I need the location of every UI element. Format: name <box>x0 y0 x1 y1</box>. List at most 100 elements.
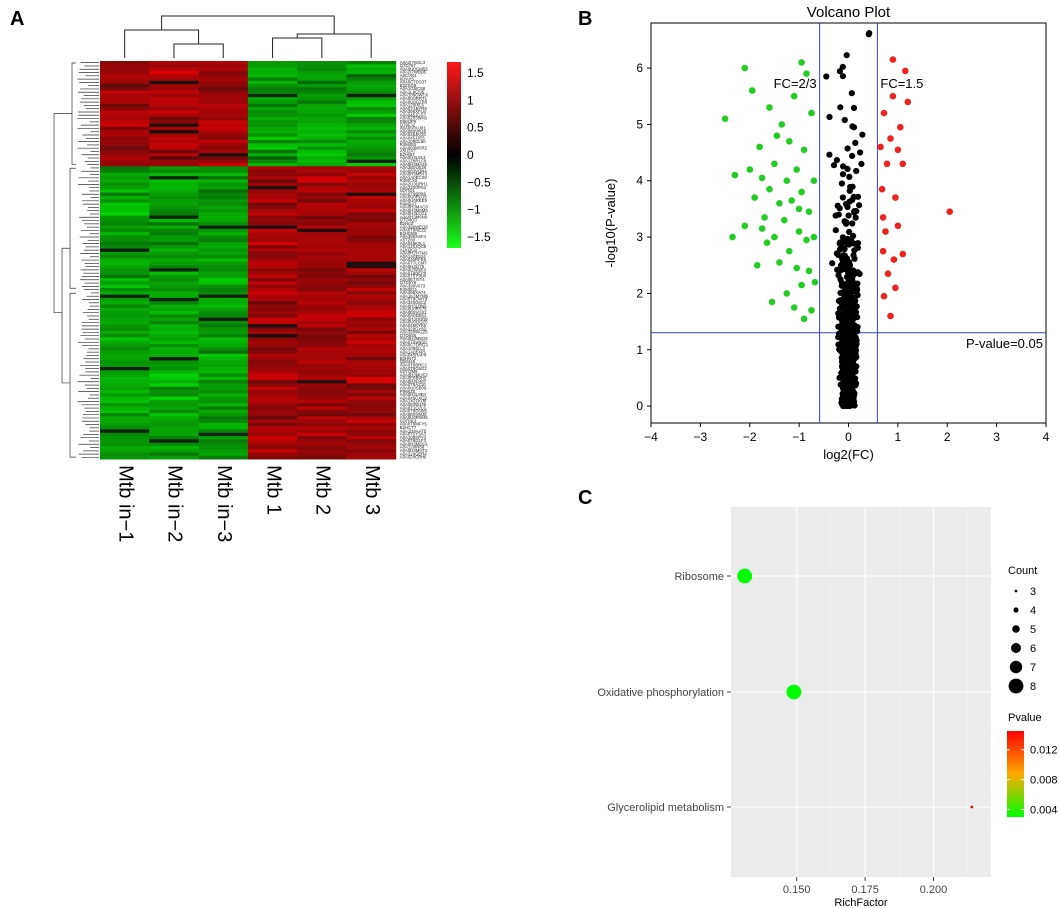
heatmap-cell <box>198 274 249 279</box>
heatmap-cell <box>149 304 199 309</box>
heatmap-cell <box>247 123 298 128</box>
heatmap-cell <box>247 268 298 272</box>
volcano-point-down <box>803 236 810 244</box>
heatmap-cell <box>100 353 150 358</box>
heatmap-cell <box>198 452 249 457</box>
heatmap-cell <box>149 149 199 154</box>
heatmap-cell <box>247 347 298 351</box>
heatmap-cell <box>297 143 347 147</box>
heatmap-cell <box>346 360 397 365</box>
heatmap-cell <box>297 442 347 447</box>
volcano-point-up <box>879 214 887 221</box>
heatmap-cell <box>149 271 199 276</box>
heatmap-cell <box>297 337 347 342</box>
heatmap-cell <box>149 143 199 147</box>
heatmap-cell <box>346 264 397 269</box>
heatmap-cell <box>297 340 347 345</box>
heatmap-cell <box>100 215 150 220</box>
heatmap-cell <box>346 284 397 289</box>
heatmap-cell <box>100 248 150 253</box>
heatmap-cell <box>297 288 347 292</box>
heatmap-cell <box>247 120 298 124</box>
column-dendrogram-branch <box>272 37 323 58</box>
heatmap-cell <box>247 422 298 427</box>
heatmap-row-label: A0A396XA74 <box>400 290 426 295</box>
heatmap-cell <box>198 432 249 437</box>
volcano-point-ns <box>842 372 849 379</box>
heatmap-cell <box>346 235 397 240</box>
heatmap-cell <box>149 353 199 358</box>
heatmap-cell <box>100 393 150 397</box>
heatmap-cell <box>346 228 397 233</box>
heatmap-cell <box>100 61 150 65</box>
volcano-point-ns <box>838 242 845 249</box>
heatmap-cell <box>198 347 249 351</box>
heatmap-cell <box>297 172 347 177</box>
heatmap-cell <box>149 245 199 249</box>
heatmap-cell <box>297 304 347 309</box>
heatmap-cell <box>100 235 150 240</box>
heatmap-cell <box>100 399 150 404</box>
volcano-point-up <box>889 56 897 63</box>
heatmap-cell <box>346 445 397 450</box>
heatmap-cell <box>247 330 298 335</box>
heatmap-row-label: A0A045HAP4 <box>400 353 427 358</box>
heatmap-cell <box>100 182 150 187</box>
heatmap-row-label: A0A0T9VNS0 <box>400 339 427 344</box>
enrichment-point <box>737 568 753 584</box>
heatmap-cell <box>198 301 249 305</box>
volcano-point-up <box>883 160 891 168</box>
heatmap-cell <box>100 255 150 259</box>
heatmap-cell <box>346 274 397 279</box>
volcano-point-up <box>899 160 907 168</box>
volcano-point-up <box>884 270 892 278</box>
row-dendrogram-branch <box>71 62 76 165</box>
heatmap-cell <box>297 416 347 421</box>
heatmap-cell <box>198 245 249 249</box>
heatmap-cell <box>198 445 249 450</box>
volcano-point-ns <box>847 392 854 399</box>
heatmap-cell <box>149 87 199 92</box>
heatmap-cell <box>100 426 150 430</box>
heatmap-cell <box>149 334 199 338</box>
heatmap-cell <box>346 297 397 302</box>
y-tick-label: 6 <box>636 61 643 75</box>
heatmap-cell <box>297 67 347 72</box>
heatmap-cell <box>100 77 150 82</box>
heatmap-cell <box>100 218 150 223</box>
heatmap-cell <box>247 406 298 411</box>
heatmap-cell <box>247 416 298 421</box>
heatmap-cell <box>297 103 347 108</box>
heatmap-cell <box>100 110 150 115</box>
volcano-point-ns <box>846 277 853 284</box>
heatmap-cell <box>100 343 150 348</box>
heatmap-cell <box>346 288 397 292</box>
volcano-point-ns <box>836 205 843 212</box>
heatmap-row-label: A0A320G6C2 <box>400 300 427 305</box>
heatmap-cell <box>149 383 199 388</box>
heatmap-cell <box>247 366 298 371</box>
heatmap-cell <box>100 350 150 355</box>
pvalue-tick-label: 0.012 <box>1030 745 1058 757</box>
heatmap-cell <box>247 159 298 164</box>
heatmap-cell <box>149 439 199 444</box>
heatmap-cell <box>198 64 249 68</box>
panel-label-c: C <box>578 487 593 509</box>
heatmap-cell <box>198 238 249 243</box>
heatmap-cell <box>297 126 347 131</box>
heatmap-cell <box>149 77 199 82</box>
heatmap-cell <box>198 363 249 368</box>
heatmap-cell <box>100 64 150 68</box>
heatmap-cell <box>198 366 249 371</box>
heatmap-cell <box>247 166 298 170</box>
volcano-point-ns <box>839 194 847 201</box>
heatmap-row-label: A0A0T9BP88 <box>400 191 427 196</box>
heatmap-cell <box>247 126 298 131</box>
heatmap-cell <box>346 143 397 147</box>
heatmap-cell <box>346 156 397 161</box>
heatmap-cell <box>100 169 150 174</box>
heatmap-cell <box>346 416 397 421</box>
heatmap-cell <box>198 235 249 240</box>
heatmap-cell <box>100 445 150 450</box>
heatmap-cell <box>198 416 249 421</box>
